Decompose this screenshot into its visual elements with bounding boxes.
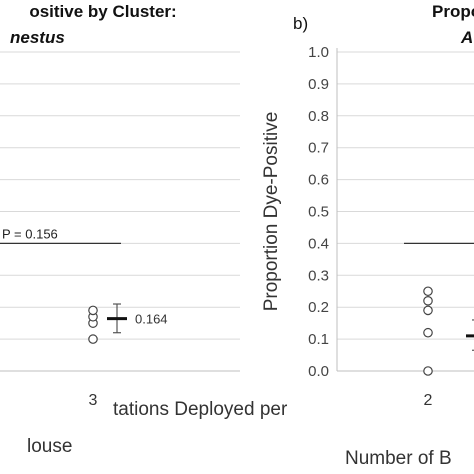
- data-point: [88, 305, 98, 316]
- y-tick-label: 0.9: [308, 76, 329, 93]
- x-axis-label-line2: louse: [27, 436, 72, 457]
- p-value-label: P = 0.156: [2, 226, 58, 241]
- chart-subtitle: nestus: [10, 28, 65, 47]
- y-tick-label: 0.6: [308, 172, 329, 189]
- y-tick-label: 0.2: [308, 299, 329, 316]
- data-point: [423, 286, 433, 297]
- y-tick-label: 0.3: [308, 267, 329, 284]
- y-tick-label: 0.1: [308, 331, 329, 348]
- x-axis-label: tations Deployed per: [113, 399, 288, 420]
- y-tick-label: 1.0: [308, 44, 329, 61]
- y-tick-label: 0.0: [308, 363, 329, 380]
- mean-data-label: 0.164: [135, 312, 168, 327]
- y-axis-label: Proportion Dye-Positive: [261, 112, 282, 312]
- data-point: [88, 334, 98, 344]
- data-point: [423, 305, 433, 316]
- y-tick-label: 0.7: [308, 140, 329, 157]
- chart-title: Proportion D: [432, 2, 474, 21]
- data-point: [423, 327, 433, 338]
- chart-subtitle: A: [460, 28, 473, 47]
- x-axis-label: Number of B: [345, 448, 452, 469]
- x-tick-label: 2: [424, 392, 433, 409]
- data-point: [423, 296, 433, 306]
- data-point: [423, 366, 433, 376]
- y-tick-label: 0.5: [308, 204, 329, 221]
- y-tick-label: 0.4: [308, 235, 329, 252]
- y-tick-label: 0.8: [308, 108, 329, 125]
- x-tick-label: 3: [89, 392, 98, 409]
- panel-label: b): [293, 14, 308, 33]
- chart-title: ositive by Cluster:: [29, 2, 176, 21]
